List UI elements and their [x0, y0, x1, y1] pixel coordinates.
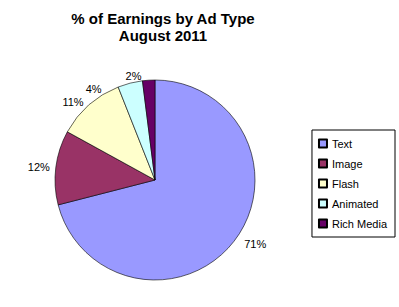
svg-text:4%: 4%	[86, 83, 102, 95]
svg-text:% of Earnings by Ad Type: % of Earnings by Ad Type	[71, 10, 254, 27]
svg-text:12%: 12%	[28, 161, 50, 173]
svg-text:Text: Text	[332, 138, 352, 150]
svg-text:Image: Image	[332, 158, 363, 170]
svg-text:Animated: Animated	[332, 198, 378, 210]
svg-text:71%: 71%	[244, 238, 266, 250]
svg-text:Rich Media: Rich Media	[332, 218, 388, 230]
svg-text:Flash: Flash	[332, 178, 359, 190]
svg-text:11%: 11%	[62, 96, 83, 108]
svg-text:2%: 2%	[126, 70, 142, 82]
svg-text:August 2011: August 2011	[119, 27, 207, 44]
